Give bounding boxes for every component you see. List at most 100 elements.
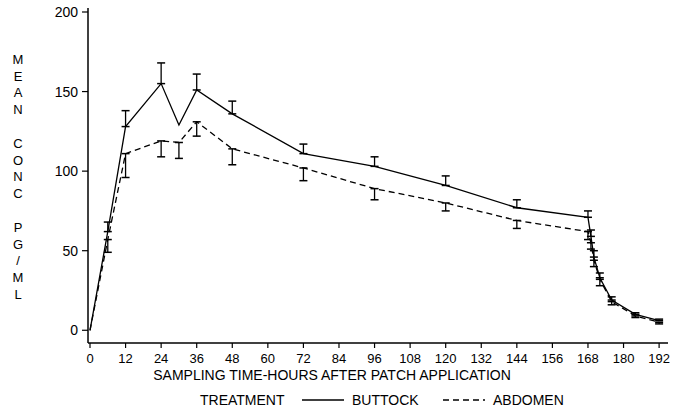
- error-bar-stem: [107, 240, 108, 253]
- x-tick-label: 96: [367, 351, 381, 366]
- x-tick-label: 72: [296, 351, 310, 366]
- error-bar-stem: [587, 232, 588, 240]
- error-bar-cap: [104, 252, 112, 254]
- error-bar-cap: [442, 185, 450, 187]
- background: [0, 0, 682, 416]
- error-bar: [157, 141, 165, 157]
- error-bar-cap: [655, 323, 663, 325]
- series-line: [90, 122, 659, 330]
- error-bar-cap: [655, 318, 663, 320]
- error-bar-stem: [593, 260, 594, 266]
- x-tick: [232, 343, 233, 348]
- error-bar-cap: [587, 248, 595, 250]
- error-bar: [655, 319, 663, 321]
- error-bar-cap: [513, 207, 521, 209]
- error-bar-cap: [371, 166, 379, 168]
- error-bar: [193, 122, 201, 136]
- legend-title: TREATMENT: [200, 392, 285, 408]
- error-bar-cap: [584, 239, 592, 241]
- x-tick: [623, 343, 624, 348]
- error-bar: [371, 157, 379, 167]
- x-axis-label: SAMPLING TIME-HOURS AFTER PATCH APPLICAT…: [153, 367, 511, 383]
- y-tick-label: 150: [55, 84, 79, 100]
- error-bar-stem: [516, 220, 517, 228]
- x-tick: [161, 343, 162, 348]
- error-bar: [587, 243, 595, 249]
- error-bar-cap: [513, 228, 521, 230]
- error-bar: [590, 260, 598, 266]
- legend-label: ABDOMEN: [493, 392, 564, 408]
- x-tick: [445, 343, 446, 348]
- error-bar: [608, 302, 616, 305]
- error-bar: [596, 273, 604, 278]
- plot-area: [90, 63, 663, 330]
- y-tick-label: 0: [70, 322, 78, 338]
- error-bar-cap: [631, 312, 639, 314]
- legend-swatch: [443, 399, 485, 400]
- x-tick-label: 192: [648, 351, 670, 366]
- x-tick: [410, 343, 411, 348]
- error-bar: [442, 203, 450, 211]
- error-bar-cap: [193, 73, 201, 75]
- error-bar: [584, 211, 592, 217]
- error-bar-cap: [299, 180, 307, 182]
- x-tick-label: 180: [613, 351, 635, 366]
- error-bar-cap: [228, 148, 236, 150]
- x-tick: [267, 343, 268, 348]
- series-line: [90, 84, 659, 331]
- x-tick: [516, 343, 517, 348]
- chart: 0501001502000122436486072849610812013214…: [0, 0, 682, 416]
- error-bar-stem: [303, 168, 304, 181]
- x-tick: [125, 343, 126, 348]
- error-bar-cap: [371, 156, 379, 158]
- error-bar-cap: [608, 301, 616, 303]
- error-bar-cap: [122, 177, 130, 179]
- y-tick-label: 200: [55, 4, 79, 20]
- x-tick-label: 168: [577, 351, 599, 366]
- error-bar-cap: [587, 242, 595, 244]
- error-bar-cap: [442, 202, 450, 204]
- x-tick-label: 132: [470, 351, 492, 366]
- error-bar: [175, 142, 183, 158]
- x-tick: [338, 343, 339, 348]
- error-bar-cap: [655, 320, 663, 322]
- error-bar-cap: [193, 135, 201, 137]
- x-tick-label: 156: [542, 351, 564, 366]
- error-bar-cap: [590, 250, 598, 252]
- error-bar-cap: [228, 100, 236, 102]
- x-tick-label: 108: [399, 351, 421, 366]
- error-bar-cap: [371, 188, 379, 190]
- error-bar: [228, 101, 236, 114]
- error-bar-cap: [631, 317, 639, 319]
- error-bar-stem: [303, 144, 304, 154]
- error-bar: [584, 232, 592, 240]
- x-tick-label: 12: [118, 351, 132, 366]
- y-tick-label: 50: [62, 243, 78, 259]
- error-bar-cap: [299, 143, 307, 145]
- error-bar-cap: [590, 266, 598, 268]
- x-tick-label: 48: [225, 351, 239, 366]
- error-bar-cap: [175, 158, 183, 160]
- error-bar-cap: [104, 221, 112, 223]
- error-bar-cap: [513, 220, 521, 222]
- error-bar-cap: [193, 89, 201, 91]
- error-bar-stem: [178, 142, 179, 158]
- x-tick-label: 24: [154, 351, 168, 366]
- y-axis-label: MEANCONCPG/ML: [13, 52, 24, 302]
- error-bar-cap: [442, 210, 450, 212]
- x-tick-label: 0: [86, 351, 93, 366]
- error-bar-stem: [599, 279, 600, 285]
- x-axis: [88, 342, 668, 344]
- error-bar: [590, 251, 598, 257]
- error-bar-cap: [157, 140, 165, 142]
- error-bar-stem: [125, 154, 126, 178]
- error-bar-cap: [104, 231, 112, 233]
- legend-swatch: [302, 399, 344, 400]
- x-tick: [196, 343, 197, 348]
- x-tick: [659, 343, 660, 348]
- error-bar-cap: [228, 164, 236, 166]
- x-tick-label: 144: [506, 351, 528, 366]
- x-tick: [587, 343, 588, 348]
- error-bar-cap: [590, 260, 598, 262]
- y-axis: [87, 8, 89, 343]
